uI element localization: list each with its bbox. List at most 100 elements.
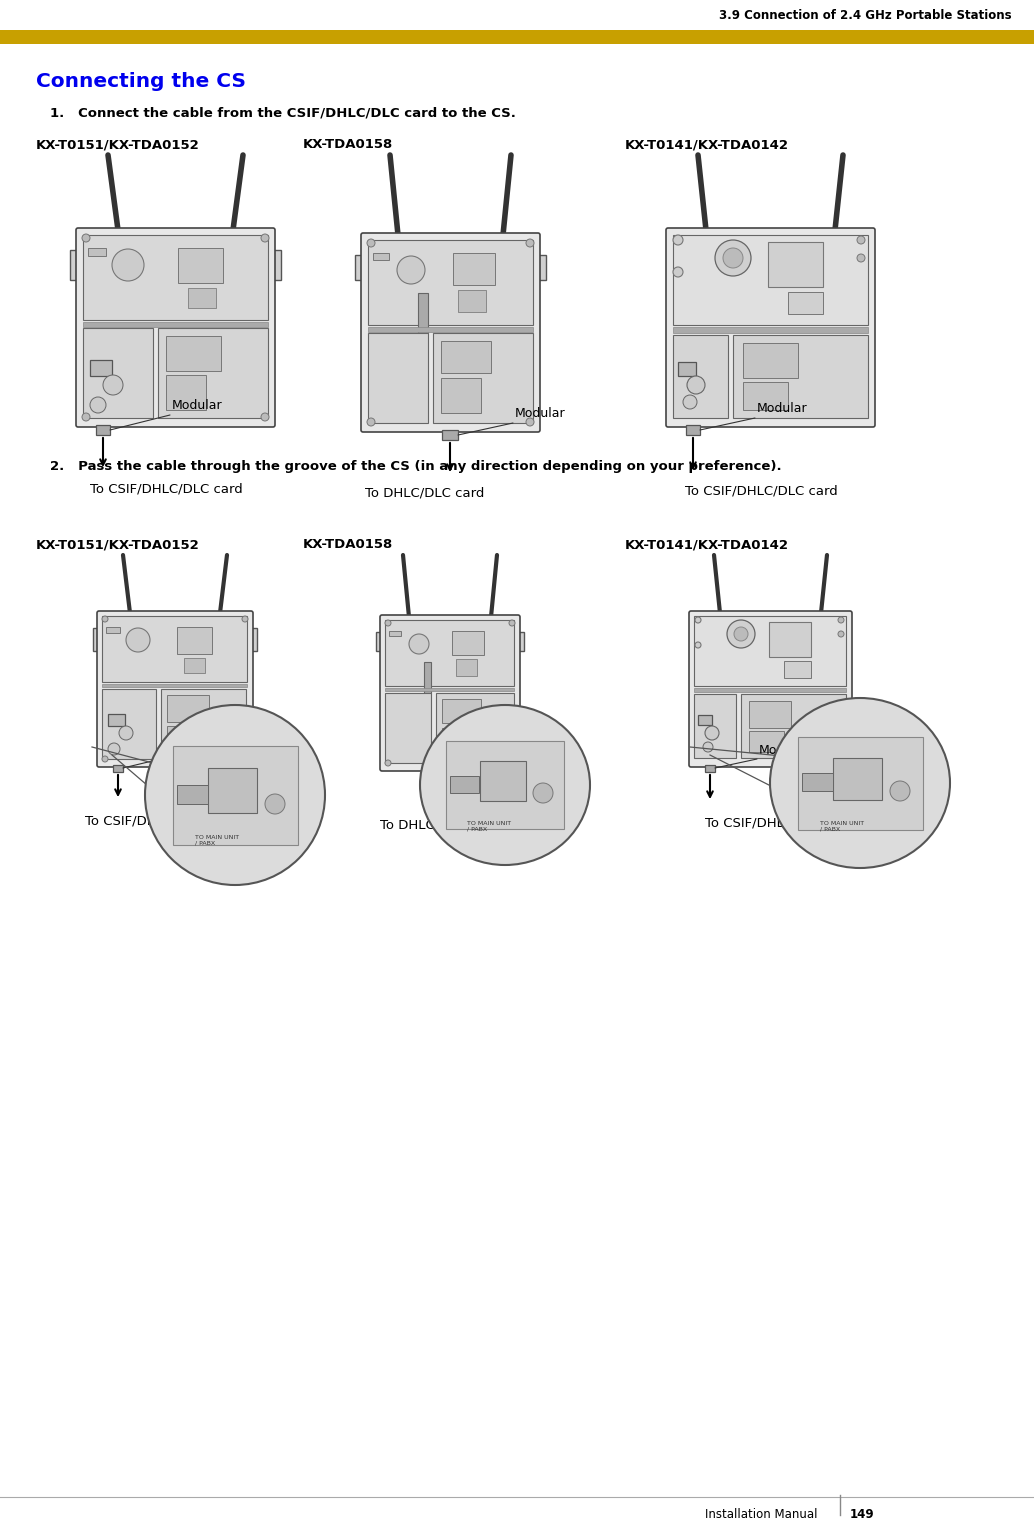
Bar xyxy=(113,766,123,772)
Bar xyxy=(741,694,846,758)
Text: 1.   Connect the cable from the CSIF/DHLC/DLC card to the CS.: 1. Connect the cable from the CSIF/DHLC/… xyxy=(50,106,516,118)
Bar xyxy=(178,248,223,283)
Circle shape xyxy=(673,267,683,276)
Bar xyxy=(442,430,458,441)
Circle shape xyxy=(857,235,865,245)
Bar xyxy=(368,240,533,325)
Bar xyxy=(436,693,514,763)
Circle shape xyxy=(687,377,705,393)
Bar xyxy=(273,251,281,279)
Circle shape xyxy=(385,760,391,766)
Text: TO MAIN UNIT
/ PABX: TO MAIN UNIT / PABX xyxy=(820,820,864,832)
Circle shape xyxy=(714,240,751,276)
Circle shape xyxy=(261,413,269,421)
Bar xyxy=(368,333,428,422)
Bar xyxy=(705,766,714,772)
Bar xyxy=(385,693,431,763)
Circle shape xyxy=(526,238,534,248)
FancyBboxPatch shape xyxy=(381,615,520,772)
FancyBboxPatch shape xyxy=(97,611,253,767)
Text: Modular: Modular xyxy=(172,399,222,412)
Circle shape xyxy=(112,249,144,281)
FancyBboxPatch shape xyxy=(361,232,540,431)
Bar xyxy=(743,343,798,378)
Bar xyxy=(456,659,477,676)
Text: To CSIF/DHLC/DLC card: To CSIF/DHLC/DLC card xyxy=(685,485,838,498)
Bar xyxy=(93,627,99,652)
Text: Modular: Modular xyxy=(515,407,566,419)
Text: To DHLC/DLC card: To DHLC/DLC card xyxy=(381,819,499,831)
Text: 2.   Pass the cable through the groove of the CS (in any direction depending on : 2. Pass the cable through the groove of … xyxy=(50,460,782,472)
Circle shape xyxy=(102,617,108,621)
Bar xyxy=(440,340,491,374)
Bar xyxy=(802,773,833,791)
Bar xyxy=(442,699,481,723)
Circle shape xyxy=(90,396,107,413)
Bar xyxy=(102,690,156,760)
Circle shape xyxy=(533,782,553,804)
Circle shape xyxy=(108,743,120,755)
Bar xyxy=(673,336,728,418)
Circle shape xyxy=(242,617,248,621)
Bar xyxy=(177,785,208,804)
Bar xyxy=(768,242,823,287)
Circle shape xyxy=(727,620,755,649)
Bar xyxy=(444,769,456,776)
Text: KX-T0151/KX-TDA0152: KX-T0151/KX-TDA0152 xyxy=(36,138,200,150)
Text: Installation Manual: Installation Manual xyxy=(705,1508,818,1519)
Bar xyxy=(188,289,216,308)
Bar xyxy=(769,621,811,658)
Circle shape xyxy=(673,235,683,245)
FancyBboxPatch shape xyxy=(666,228,875,427)
Bar xyxy=(177,627,212,655)
Bar xyxy=(446,741,564,829)
Text: TO MAIN UNIT
/ PABX: TO MAIN UNIT / PABX xyxy=(195,835,239,846)
Bar xyxy=(102,684,247,687)
Bar xyxy=(88,248,107,257)
Circle shape xyxy=(705,726,719,740)
Circle shape xyxy=(367,418,375,425)
Text: KX-T0141/KX-TDA0142: KX-T0141/KX-TDA0142 xyxy=(625,538,789,551)
Bar xyxy=(518,632,524,652)
Text: To CSIF/DHLC/DLC card: To CSIF/DHLC/DLC card xyxy=(705,816,858,829)
Bar xyxy=(433,333,533,422)
Text: To CSIF/DHLC/DLC card: To CSIF/DHLC/DLC card xyxy=(90,482,243,495)
Bar xyxy=(480,761,526,801)
Bar xyxy=(168,696,209,722)
Bar xyxy=(83,322,268,327)
Bar xyxy=(833,758,882,801)
Bar xyxy=(83,235,268,321)
Text: To DHLC/DLC card: To DHLC/DLC card xyxy=(365,488,484,500)
Ellipse shape xyxy=(770,699,950,867)
Bar xyxy=(694,617,846,687)
Bar xyxy=(166,375,206,410)
Bar xyxy=(376,632,382,652)
Bar xyxy=(424,662,431,693)
Circle shape xyxy=(119,726,133,740)
Text: 149: 149 xyxy=(850,1508,875,1519)
Circle shape xyxy=(838,617,844,623)
Bar xyxy=(90,360,112,377)
Circle shape xyxy=(526,418,534,425)
Circle shape xyxy=(838,630,844,636)
Bar xyxy=(385,620,514,687)
Bar xyxy=(453,254,495,286)
Ellipse shape xyxy=(420,705,590,864)
Circle shape xyxy=(82,413,90,421)
Circle shape xyxy=(265,794,285,814)
Bar xyxy=(96,425,110,434)
Bar xyxy=(385,688,514,691)
Bar xyxy=(83,328,153,418)
Text: 3.9 Connection of 2.4 GHz Portable Stations: 3.9 Connection of 2.4 GHz Portable Stati… xyxy=(720,9,1012,21)
Circle shape xyxy=(126,627,150,652)
Text: KX-T0141/KX-TDA0142: KX-T0141/KX-TDA0142 xyxy=(625,138,789,150)
Bar xyxy=(442,728,473,755)
Circle shape xyxy=(695,617,701,623)
Bar xyxy=(373,254,389,260)
Bar xyxy=(686,425,700,434)
Bar xyxy=(788,292,823,314)
Text: KX-TDA0158: KX-TDA0158 xyxy=(303,538,393,551)
Bar xyxy=(798,737,923,829)
Bar xyxy=(208,769,257,813)
Text: Modular: Modular xyxy=(757,403,808,415)
